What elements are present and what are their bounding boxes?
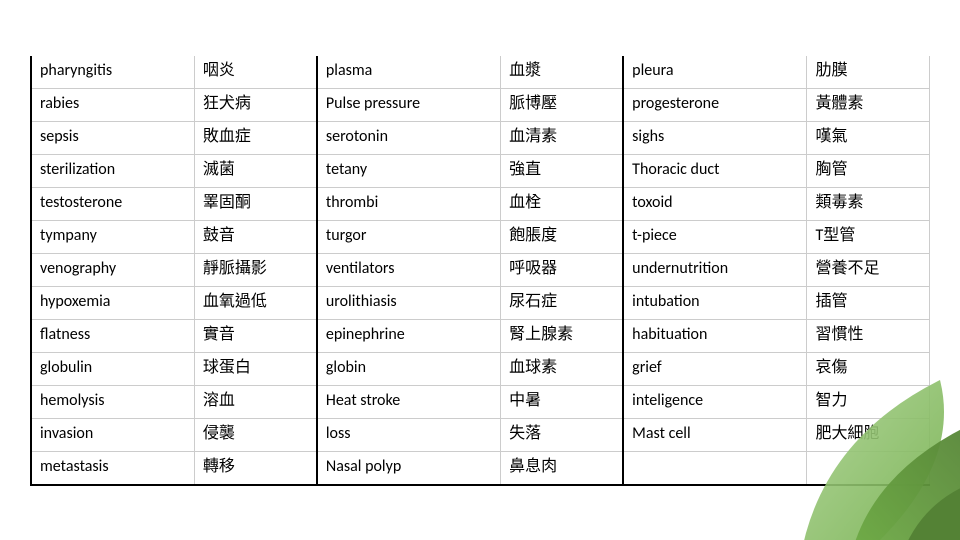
term-en-cell: thrombi	[317, 188, 501, 221]
term-zh-cell: 轉移	[194, 452, 317, 486]
term-zh-cell: 狂犬病	[194, 89, 317, 122]
term-en-cell: tympany	[31, 221, 194, 254]
term-en-cell: habituation	[623, 320, 807, 353]
term-zh-cell: 黃體素	[807, 89, 930, 122]
term-en-cell: metastasis	[31, 452, 194, 486]
term-en-cell: ventilators	[317, 254, 501, 287]
term-en-cell: serotonin	[317, 122, 501, 155]
term-zh-cell: 中暑	[501, 386, 624, 419]
term-en-cell: Thoracic duct	[623, 155, 807, 188]
table-row: invasion侵襲loss失落Mast cell肥大細胞	[31, 419, 930, 452]
term-en-cell: pharyngitis	[31, 56, 194, 89]
term-zh-cell: 嘆氣	[807, 122, 930, 155]
table-row: sterilization滅菌tetany強直Thoracic duct胸管	[31, 155, 930, 188]
term-zh-cell: 類毒素	[807, 188, 930, 221]
term-zh-cell	[807, 452, 930, 486]
term-zh-cell: 尿石症	[501, 287, 624, 320]
term-en-cell: inteligence	[623, 386, 807, 419]
term-en-cell: epinephrine	[317, 320, 501, 353]
table-row: metastasis轉移Nasal polyp鼻息肉	[31, 452, 930, 486]
term-zh-cell: 血栓	[501, 188, 624, 221]
term-zh-cell: 血漿	[501, 56, 624, 89]
term-en-cell: Heat stroke	[317, 386, 501, 419]
table-row: sepsis敗血症serotonin血清素sighs嘆氣	[31, 122, 930, 155]
term-en-cell: rabies	[31, 89, 194, 122]
term-en-cell: t-piece	[623, 221, 807, 254]
term-en-cell: undernutrition	[623, 254, 807, 287]
term-en-cell: globin	[317, 353, 501, 386]
term-zh-cell: 插管	[807, 287, 930, 320]
term-en-cell: grief	[623, 353, 807, 386]
term-en-cell: testosterone	[31, 188, 194, 221]
term-zh-cell: 智力	[807, 386, 930, 419]
table-row: hypoxemia血氧過低urolithiasis尿石症intubation插管	[31, 287, 930, 320]
term-en-cell: sighs	[623, 122, 807, 155]
term-zh-cell: 血氧過低	[194, 287, 317, 320]
term-en-cell	[623, 452, 807, 486]
term-zh-cell: 靜脈攝影	[194, 254, 317, 287]
table-row: venography靜脈攝影ventilators呼吸器undernutriti…	[31, 254, 930, 287]
term-en-cell: sepsis	[31, 122, 194, 155]
term-zh-cell: 血球素	[501, 353, 624, 386]
term-zh-cell: 胸管	[807, 155, 930, 188]
term-en-cell: tetany	[317, 155, 501, 188]
vocabulary-table: pharyngitis咽炎plasma血漿pleura肋膜rabies狂犬病Pu…	[30, 56, 930, 486]
term-zh-cell: 滅菌	[194, 155, 317, 188]
term-en-cell: Mast cell	[623, 419, 807, 452]
term-en-cell: Nasal polyp	[317, 452, 501, 486]
term-en-cell: sterilization	[31, 155, 194, 188]
table-row: globulin球蛋白globin血球素grief哀傷	[31, 353, 930, 386]
term-zh-cell: 失落	[501, 419, 624, 452]
term-en-cell: flatness	[31, 320, 194, 353]
term-en-cell: progesterone	[623, 89, 807, 122]
term-zh-cell: 溶血	[194, 386, 317, 419]
term-zh-cell: T型管	[807, 221, 930, 254]
term-zh-cell: 鼻息肉	[501, 452, 624, 486]
table-row: hemolysis溶血Heat stroke中暑inteligence智力	[31, 386, 930, 419]
term-en-cell: plasma	[317, 56, 501, 89]
term-en-cell: hypoxemia	[31, 287, 194, 320]
term-zh-cell: 球蛋白	[194, 353, 317, 386]
term-zh-cell: 脈博壓	[501, 89, 624, 122]
term-en-cell: globulin	[31, 353, 194, 386]
term-zh-cell: 習慣性	[807, 320, 930, 353]
table-row: pharyngitis咽炎plasma血漿pleura肋膜	[31, 56, 930, 89]
term-zh-cell: 侵襲	[194, 419, 317, 452]
term-zh-cell: 實音	[194, 320, 317, 353]
term-en-cell: invasion	[31, 419, 194, 452]
term-en-cell: intubation	[623, 287, 807, 320]
table-row: rabies狂犬病Pulse pressure脈博壓progesterone黃體…	[31, 89, 930, 122]
vocabulary-table-container: pharyngitis咽炎plasma血漿pleura肋膜rabies狂犬病Pu…	[30, 56, 930, 486]
term-zh-cell: 腎上腺素	[501, 320, 624, 353]
term-zh-cell: 呼吸器	[501, 254, 624, 287]
term-zh-cell: 睪固酮	[194, 188, 317, 221]
term-en-cell: pleura	[623, 56, 807, 89]
term-en-cell: toxoid	[623, 188, 807, 221]
term-en-cell: Pulse pressure	[317, 89, 501, 122]
term-zh-cell: 營養不足	[807, 254, 930, 287]
term-zh-cell: 敗血症	[194, 122, 317, 155]
term-zh-cell: 飽脹度	[501, 221, 624, 254]
term-en-cell: venography	[31, 254, 194, 287]
term-en-cell: urolithiasis	[317, 287, 501, 320]
term-en-cell: turgor	[317, 221, 501, 254]
term-zh-cell: 肋膜	[807, 56, 930, 89]
term-zh-cell: 鼓音	[194, 221, 317, 254]
term-zh-cell: 咽炎	[194, 56, 317, 89]
table-row: flatness實音epinephrine腎上腺素habituation習慣性	[31, 320, 930, 353]
table-row: tympany鼓音turgor飽脹度t-pieceT型管	[31, 221, 930, 254]
term-en-cell: loss	[317, 419, 501, 452]
term-en-cell: hemolysis	[31, 386, 194, 419]
term-zh-cell: 肥大細胞	[807, 419, 930, 452]
table-row: testosterone睪固酮thrombi血栓toxoid類毒素	[31, 188, 930, 221]
term-zh-cell: 哀傷	[807, 353, 930, 386]
term-zh-cell: 血清素	[501, 122, 624, 155]
term-zh-cell: 強直	[501, 155, 624, 188]
